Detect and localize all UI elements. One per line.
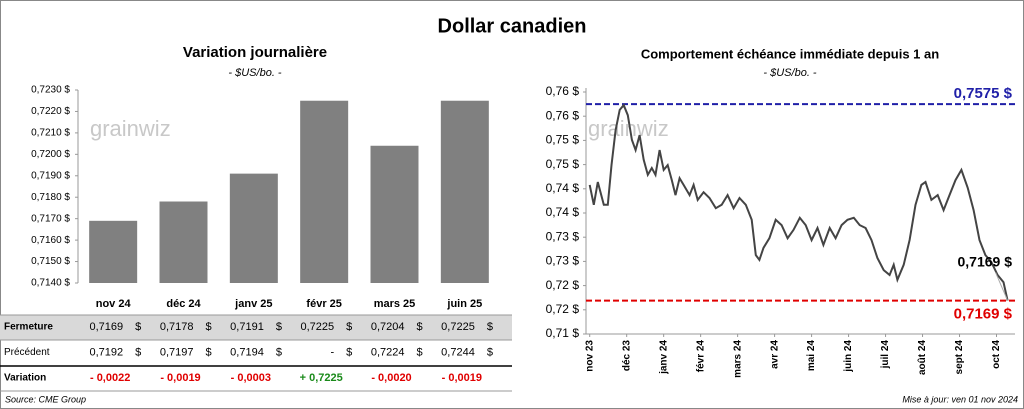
x-tick-label: févr 25 xyxy=(306,298,341,310)
cell-value: 0,7192 xyxy=(90,346,124,358)
y-tick-label: 0,73 $ xyxy=(546,229,580,243)
chart-subtitle: - $US/bo. - xyxy=(228,67,282,79)
cell-value: - xyxy=(330,346,334,358)
y-tick-label: 0,74 $ xyxy=(546,181,580,195)
y-tick-label: 0,76 $ xyxy=(546,84,580,98)
updated: Mise à jour: ven 01 nov 2024 xyxy=(902,394,1018,404)
cell-value: 0,7244 xyxy=(441,346,475,358)
y-tick-label: 0,7190 $ xyxy=(31,170,70,181)
cell-unit: $ xyxy=(276,346,282,358)
cell-unit: $ xyxy=(276,321,282,333)
x-tick-label: avr 24 xyxy=(769,340,780,369)
cell-value: 0,7194 xyxy=(230,346,264,358)
x-tick-label: janv 24 xyxy=(658,340,669,375)
source: Source: CME Group xyxy=(5,394,86,404)
cell-value: 0,7204 xyxy=(371,321,405,333)
x-tick-label: déc 24 xyxy=(166,298,201,310)
reference-label: 0,7575 $ xyxy=(954,85,1013,102)
line-series xyxy=(588,103,1009,301)
cell-unit: $ xyxy=(135,346,141,358)
watermark: grainwiz xyxy=(90,116,171,141)
chart-title: Variation journalière xyxy=(183,44,327,61)
cell-value: 0,7191 xyxy=(230,321,264,333)
cell-value: 0,7169 xyxy=(90,321,124,333)
y-tick-label: 0,7140 $ xyxy=(31,278,70,289)
leader xyxy=(995,272,1009,301)
bar xyxy=(159,201,208,283)
row-label: Variation xyxy=(4,373,46,384)
chart-title: Comportement échéance immédiate depuis 1… xyxy=(641,46,939,61)
x-tick-label: oct 24 xyxy=(991,340,1002,369)
y-tick-label: 0,75 $ xyxy=(546,133,580,147)
page-title: Dollar canadien xyxy=(438,15,587,37)
cell-value: 0,7225 xyxy=(301,321,335,333)
cell-value: - 0,0022 xyxy=(90,372,130,384)
cell-unit: $ xyxy=(487,321,493,333)
y-tick-label: 0,7180 $ xyxy=(31,192,70,203)
chart-subtitle: - $US/bo. - xyxy=(763,67,817,79)
y-tick-label: 0,7210 $ xyxy=(31,128,70,139)
x-tick-label: juil 24 xyxy=(880,340,891,370)
y-tick-label: 0,73 $ xyxy=(546,254,580,268)
cell-value: + 0,7225 xyxy=(300,372,343,384)
y-tick-label: 0,72 $ xyxy=(546,278,580,292)
y-tick-label: 0,7230 $ xyxy=(31,85,70,96)
cell-value: - 0,0019 xyxy=(442,372,482,384)
cell-value: 0,7224 xyxy=(371,346,405,358)
y-tick-label: 0,75 $ xyxy=(546,157,580,171)
cell-unit: $ xyxy=(417,321,423,333)
cell-unit: $ xyxy=(346,321,352,333)
bar xyxy=(229,173,278,283)
y-tick-label: 0,7220 $ xyxy=(31,106,70,117)
x-tick-label: juin 25 xyxy=(446,298,482,310)
y-tick-label: 0,7160 $ xyxy=(31,235,70,246)
x-tick-label: déc 23 xyxy=(621,340,632,372)
cell-unit: $ xyxy=(487,346,493,358)
x-tick-label: mars 24 xyxy=(732,340,743,378)
x-tick-label: nov 23 xyxy=(584,340,595,372)
reference-label: 0,7169 $ xyxy=(954,306,1013,323)
x-tick-label: févr 24 xyxy=(695,340,706,373)
cell-value: 0,7178 xyxy=(160,321,194,333)
cell-unit: $ xyxy=(135,321,141,333)
x-tick-label: mai 24 xyxy=(806,340,817,372)
bar xyxy=(370,145,419,283)
row-label: Précédent xyxy=(4,347,50,358)
x-tick-label: mars 25 xyxy=(374,298,416,310)
bar xyxy=(300,100,349,283)
y-tick-label: 0,7200 $ xyxy=(31,149,70,160)
bar xyxy=(89,220,138,283)
cell-unit: $ xyxy=(206,321,212,333)
cell-unit: $ xyxy=(417,346,423,358)
row-highlight xyxy=(0,315,512,340)
cell-value: - 0,0019 xyxy=(160,372,200,384)
bar xyxy=(440,100,489,283)
cell-value: 0,7197 xyxy=(160,346,194,358)
end-label: 0,7169 $ xyxy=(958,253,1013,269)
x-tick-label: janv 25 xyxy=(234,298,272,310)
x-tick-label: sept 24 xyxy=(954,340,965,375)
cell-value: 0,7225 xyxy=(441,321,475,333)
x-tick-label: juin 24 xyxy=(843,340,854,373)
y-tick-label: 0,7170 $ xyxy=(31,213,70,224)
y-tick-label: 0,74 $ xyxy=(546,205,580,219)
cell-unit: $ xyxy=(346,346,352,358)
y-tick-label: 0,71 $ xyxy=(546,326,580,340)
y-tick-label: 0,72 $ xyxy=(546,302,580,316)
y-tick-label: 0,76 $ xyxy=(546,108,580,122)
x-tick-label: août 24 xyxy=(917,340,928,375)
row-label: Fermeture xyxy=(4,322,53,333)
cell-unit: $ xyxy=(206,346,212,358)
cell-value: - 0,0003 xyxy=(231,372,271,384)
x-tick-label: nov 24 xyxy=(96,298,132,310)
cell-value: - 0,0020 xyxy=(371,372,411,384)
y-tick-label: 0,7150 $ xyxy=(31,256,70,267)
